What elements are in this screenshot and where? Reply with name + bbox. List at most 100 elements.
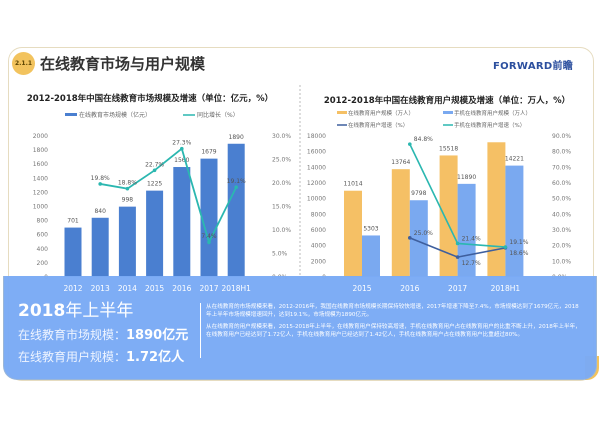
x-tick-label: 2018H1	[490, 284, 521, 293]
x-tick-label: 2016	[172, 284, 192, 293]
y-tick-label: 1400	[33, 175, 48, 182]
legend-users: 在线教育用户规模（万人）	[348, 109, 414, 117]
x-tick-label: 2017	[199, 284, 219, 293]
y2-tick-label: 20.0%	[552, 243, 571, 250]
y2-tick-label: 15.0%	[272, 204, 291, 211]
data-label-bar-mobile-users: 5303	[363, 225, 378, 232]
bar-market	[200, 158, 218, 277]
line-growth	[100, 147, 238, 245]
bar-market	[227, 143, 245, 277]
data-label-line-users-growth: 18.6%	[509, 250, 528, 257]
data-label-growth: 18.8%	[118, 180, 137, 187]
y2-tick-label: 30.0%	[552, 227, 571, 234]
summary-text: 从在线教育的市场规模来看，2012-2016年，我国在线教育市场规模长期保持较快…	[206, 303, 581, 343]
y2-tick-label: 50.0%	[552, 196, 571, 203]
y-tick-label: 800	[37, 218, 49, 225]
y2-tick-label: 25.0%	[272, 157, 291, 164]
data-label-bar-users: 11014	[343, 181, 362, 188]
point-growth	[152, 168, 157, 173]
data-label-market: 1890	[229, 134, 244, 141]
point-line-mobile-growth	[455, 241, 460, 246]
point-growth	[125, 186, 130, 191]
bar-market	[173, 167, 191, 277]
legend-mobile-users: 手机在线教育用户规模（万人）	[454, 109, 531, 117]
bar-users	[439, 155, 458, 277]
data-label-bar-mobile-users: 11890	[457, 174, 476, 181]
y2-tick-label: 30.0%	[272, 133, 291, 140]
y-tick-label: 200	[37, 260, 49, 267]
legend-swatch-mobile-users	[443, 111, 453, 114]
data-label-bar-users: 15518	[439, 145, 458, 152]
summary-paragraph-market: 从在线教育的市场规模来看，2012-2016年，我国在线教育市场规模长期保持较快…	[206, 304, 579, 318]
legend-growth: 同比增长（%）	[197, 111, 239, 119]
data-label-line-mobile-growth: 21.4%	[462, 235, 481, 242]
x-tick-label: 2016	[400, 284, 420, 293]
y2-tick-label: 40.0%	[552, 211, 571, 218]
data-label-bar-mobile-users: 9798	[411, 190, 426, 197]
y-tick-label: 18000	[307, 133, 326, 140]
y2-tick-label: 80.0%	[552, 149, 571, 156]
y2-tick-label: 10.0%	[552, 258, 571, 265]
data-label-growth: 19.8%	[91, 175, 110, 182]
point-growth	[98, 182, 102, 186]
x-tick-label: 2015	[145, 284, 165, 293]
point-line-mobile-growth	[408, 142, 412, 146]
chart2-title: 2012-2018年中国在线教育用户规模及增速（单位：万人，%）	[324, 95, 570, 106]
y2-tick-label: 90.0%	[552, 133, 571, 140]
y-tick-label: 1800	[33, 147, 48, 154]
bar-market	[91, 217, 109, 277]
users-value: 1.72亿人	[126, 350, 185, 365]
data-label-bar-users: 13764	[391, 159, 410, 166]
point-growth	[180, 146, 184, 151]
data-label-line-users-growth: 25.0%	[414, 230, 433, 237]
bar-mobile-users	[409, 200, 428, 277]
point-growth	[234, 185, 238, 190]
y-tick-label: 1200	[33, 189, 48, 196]
chart1-title: 2012-2018年中国在线教育市场规模及增速（单位：亿元，%）	[27, 93, 273, 104]
data-label-bar-mobile-users: 14221	[505, 156, 524, 163]
y-tick-label: 1600	[33, 161, 48, 168]
data-label-market: 701	[67, 218, 79, 225]
bar-market	[146, 190, 164, 277]
y-tick-label: 1000	[33, 204, 48, 211]
y-tick-label: 8000	[311, 211, 326, 218]
data-label-growth: 22.7%	[145, 161, 164, 168]
y-tick-label: 14000	[307, 164, 326, 171]
summary-divider	[200, 303, 201, 358]
y-tick-label: 400	[37, 246, 49, 253]
y-tick-label: 600	[37, 232, 49, 239]
point-line-mobile-growth	[503, 245, 508, 249]
data-label-line-users-growth: 12.7%	[462, 260, 481, 267]
legend-swatch-users	[337, 111, 347, 114]
y2-tick-label: 70.0%	[552, 164, 571, 171]
y-tick-label: 16000	[307, 149, 326, 156]
users-label: 在线教育用户规模：	[18, 350, 127, 364]
summary-heading: 年上半年	[65, 301, 134, 321]
y-tick-label: 12000	[307, 180, 326, 187]
x-tick-label: 2014	[117, 284, 137, 293]
y2-tick-label: 20.0%	[272, 180, 291, 187]
forward-logo: FORWARD前瞻	[493, 61, 574, 72]
summary-highlights: 2018年上半年 在线教育市场规模：1890亿元 在线教育用户规模：1.72亿人	[18, 296, 188, 365]
legend-mobile-growth: 手机在线教育用户增速（%）	[454, 121, 525, 129]
y2-tick-label: 60.0%	[552, 180, 571, 187]
data-label-growth: 7.4%	[201, 233, 217, 240]
y-tick-label: 6000	[311, 227, 326, 234]
data-label-growth: 27.3%	[172, 140, 191, 147]
data-label-line-mobile-growth: 84.8%	[414, 136, 433, 143]
section-badge: 2.1.1	[12, 52, 35, 75]
point-growth	[207, 240, 211, 245]
data-label-line-mobile-growth: 19.1%	[509, 239, 528, 246]
bar-mobile-users	[362, 235, 380, 277]
market-value: 1890亿元	[126, 328, 189, 343]
data-label-market: 1560	[174, 157, 189, 164]
bar-users	[344, 190, 362, 277]
x-tick-label: 2017	[448, 284, 468, 293]
bar-market	[118, 206, 136, 277]
data-label-market: 1679	[201, 149, 216, 156]
summary-year: 2018	[18, 301, 66, 321]
y-tick-label: 10000	[307, 196, 326, 203]
data-label-market: 840	[94, 208, 106, 215]
bar-users	[391, 169, 410, 277]
data-label-market: 998	[122, 197, 134, 204]
